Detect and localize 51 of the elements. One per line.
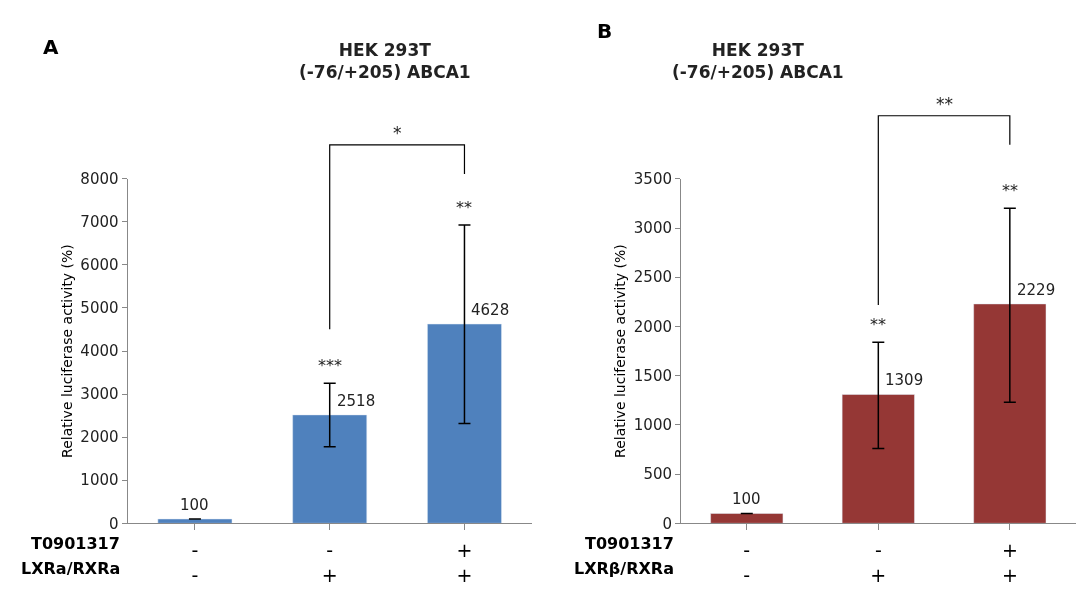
data-label: 4628 bbox=[471, 301, 510, 319]
y-tick-label: 0 bbox=[109, 514, 119, 533]
x-tick-label: + + bbox=[456, 539, 473, 586]
y-tick-label: 3000 bbox=[80, 385, 119, 404]
chart-title: HEK 293T (-76/+205) ABCA1 bbox=[672, 40, 844, 83]
y-tick-label: 8000 bbox=[80, 170, 119, 189]
text: LXRa/RXRa bbox=[21, 559, 121, 578]
y-tick-label: 1500 bbox=[633, 366, 673, 385]
y-tick-label: 3500 bbox=[633, 170, 673, 189]
y-tick-label: 2000 bbox=[80, 428, 119, 447]
text: T0901317 bbox=[585, 534, 674, 553]
text: ** bbox=[936, 94, 953, 114]
y-tick-label: 6000 bbox=[80, 256, 119, 275]
text: A bbox=[43, 35, 59, 59]
data-label: 100 bbox=[732, 490, 761, 508]
y-tick-label: 1000 bbox=[80, 471, 119, 490]
x-tick-label: - - bbox=[743, 539, 751, 586]
y-tick-label: 1000 bbox=[633, 416, 673, 435]
y-tick-label: 4000 bbox=[80, 342, 119, 361]
annotation: *** bbox=[318, 356, 342, 375]
x-tick-label: - + bbox=[870, 539, 887, 586]
data-label: 1309 bbox=[885, 371, 924, 389]
y-tick-label: 2500 bbox=[633, 268, 673, 287]
annotation: ** bbox=[870, 315, 886, 334]
y-tick-label: 5000 bbox=[80, 299, 119, 318]
bar bbox=[710, 513, 784, 524]
y-axis-title: Relative luciferase activity (%) bbox=[58, 244, 75, 458]
bar bbox=[292, 414, 368, 524]
text: B bbox=[597, 19, 613, 43]
x-tick-label: - + bbox=[321, 539, 338, 586]
text: * bbox=[393, 123, 402, 143]
data-label: 2518 bbox=[337, 392, 376, 410]
annotation: ** bbox=[1002, 181, 1018, 200]
x-tick-label: - - bbox=[191, 539, 199, 586]
y-tick-label: 7000 bbox=[80, 213, 119, 232]
y-tick-label: 0 bbox=[662, 514, 673, 533]
y-axis-title: Relative luciferase activity (%) bbox=[612, 244, 629, 458]
text: T0901317 bbox=[31, 534, 120, 553]
bar bbox=[841, 394, 915, 524]
bar bbox=[157, 518, 233, 524]
annotation: ** bbox=[456, 198, 472, 217]
text: LXRβ/RXRa bbox=[574, 559, 674, 578]
bar bbox=[973, 303, 1047, 524]
x-tick-label: + + bbox=[1001, 539, 1018, 586]
y-tick-label: 3000 bbox=[633, 219, 673, 238]
data-label: 2229 bbox=[1017, 281, 1056, 299]
data-label: 100 bbox=[180, 496, 209, 514]
y-tick-label: 2000 bbox=[633, 317, 673, 336]
chart-title: HEK 293T (-76/+205) ABCA1 bbox=[299, 40, 471, 83]
y-tick-label: 500 bbox=[643, 465, 673, 484]
bar bbox=[427, 323, 502, 524]
